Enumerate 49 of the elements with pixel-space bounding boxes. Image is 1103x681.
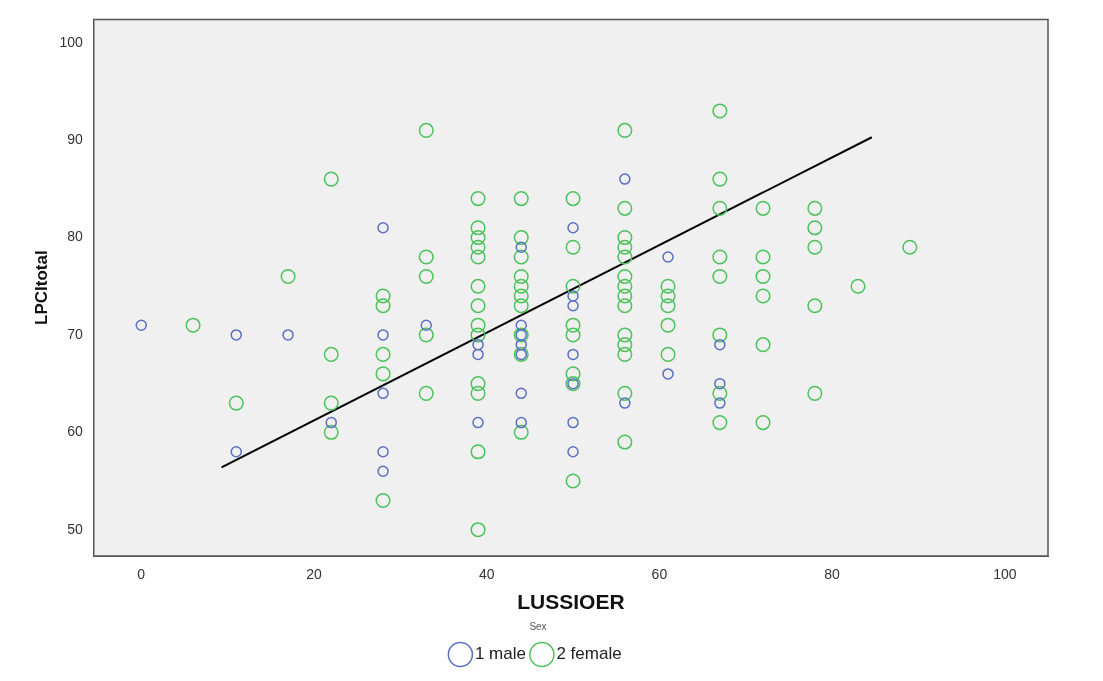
point: [282, 329, 294, 341]
point: [619, 173, 631, 185]
point: [567, 299, 579, 312]
point: [230, 446, 242, 458]
point: [515, 338, 527, 351]
point: [472, 338, 484, 351]
legend-title: Sex: [529, 620, 547, 632]
point: [515, 319, 527, 331]
legend-label: 2 female: [556, 644, 622, 664]
point: [662, 251, 674, 263]
x-tick-label: 100: [993, 566, 1017, 583]
point: [567, 416, 579, 429]
point: [377, 329, 389, 341]
x-tick-label: 80: [824, 566, 841, 583]
point: [377, 465, 389, 478]
y-tick-label: 100: [59, 33, 83, 50]
x-tick-label: 40: [478, 566, 495, 583]
point: [567, 222, 579, 234]
point: [377, 222, 389, 234]
point: [515, 387, 527, 400]
point: [230, 329, 242, 341]
point: [567, 348, 579, 361]
y-tick-label: 50: [67, 520, 83, 537]
y-tick-label: 60: [67, 423, 83, 440]
point: [567, 290, 579, 302]
y-axis-title: LPCItotal: [31, 250, 51, 325]
point: [662, 368, 674, 380]
point: [515, 416, 527, 429]
point: [377, 387, 389, 400]
y-tick-label: 90: [67, 131, 83, 148]
point: [619, 397, 631, 409]
point: [472, 416, 484, 429]
legend-label: 1 male: [474, 644, 526, 664]
point: [377, 446, 389, 458]
point: [567, 446, 579, 458]
point: [420, 319, 432, 331]
y-tick-label: 80: [67, 228, 83, 245]
x-axis-title: LUSSIOER: [517, 590, 625, 614]
y-tick-label: 70: [67, 325, 83, 342]
point: [714, 377, 726, 390]
point: [515, 241, 527, 254]
point: [135, 319, 148, 331]
point: [714, 397, 726, 409]
point: [325, 416, 337, 429]
point: [472, 348, 484, 361]
point: [714, 338, 726, 351]
x-tick-label: 60: [651, 566, 668, 583]
x-tick-label: 20: [306, 566, 322, 583]
x-tick-label: 0: [137, 566, 146, 583]
